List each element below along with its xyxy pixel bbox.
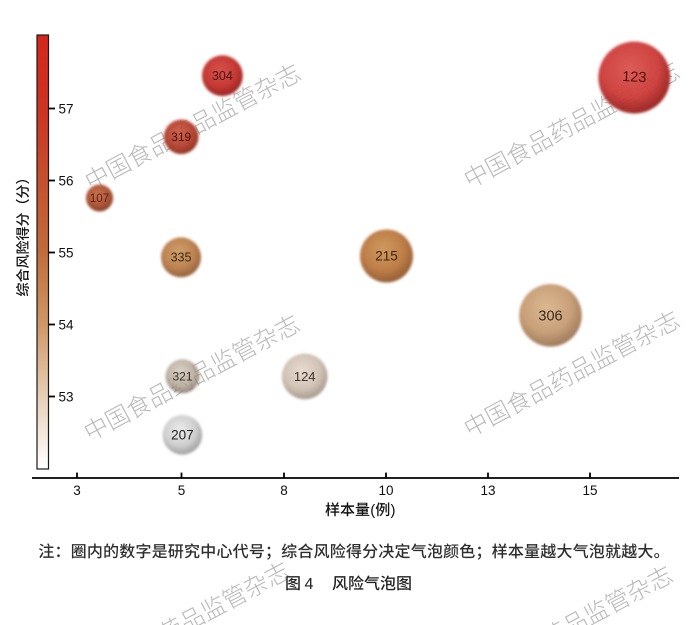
svg-text:53: 53 [59, 389, 74, 404]
svg-text:4: 4 [305, 576, 314, 593]
svg-text:): ) [391, 502, 396, 519]
svg-text:124: 124 [294, 369, 316, 384]
svg-text:10: 10 [378, 483, 393, 498]
svg-text:304: 304 [212, 69, 233, 83]
svg-text:13: 13 [480, 483, 495, 498]
svg-text:55: 55 [59, 245, 74, 260]
svg-text:54: 54 [59, 317, 75, 332]
svg-text:(: ( [370, 502, 375, 519]
svg-text:306: 306 [538, 308, 562, 324]
svg-text:8: 8 [280, 483, 288, 498]
svg-text:3: 3 [73, 483, 81, 498]
svg-text:5: 5 [178, 483, 186, 498]
svg-text:215: 215 [375, 249, 398, 264]
svg-text:335: 335 [171, 251, 192, 265]
svg-text:123: 123 [622, 69, 647, 86]
svg-text:56: 56 [59, 173, 74, 188]
svg-text:107: 107 [90, 193, 109, 205]
svg-text:319: 319 [171, 130, 191, 144]
svg-text:15: 15 [582, 483, 597, 498]
svg-text:207: 207 [171, 428, 194, 443]
svg-text:321: 321 [172, 370, 192, 384]
svg-text:57: 57 [59, 101, 74, 116]
